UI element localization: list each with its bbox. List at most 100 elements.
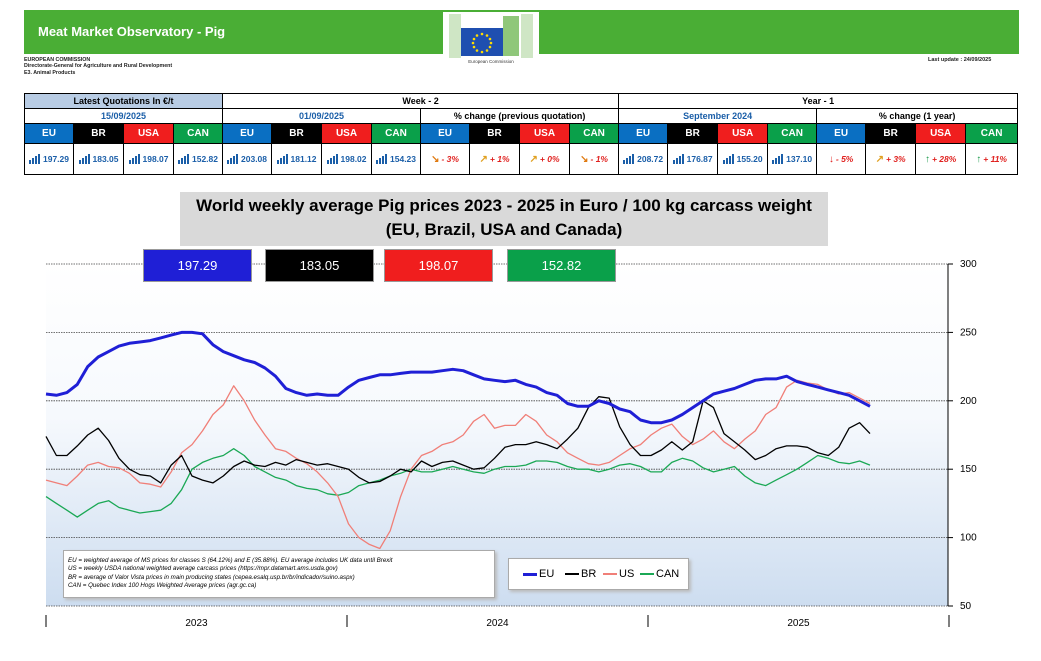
y-tick-label: 50 <box>960 601 972 612</box>
quotations-table: Latest Quotations In €/t Week - 2 Year -… <box>23 93 1019 175</box>
usa-current-value-box: 198.07 <box>384 249 493 282</box>
quote-value: 154.23 <box>390 153 417 164</box>
x-tick-label: 2025 <box>787 618 810 629</box>
year-br-cell: 176.87 <box>667 143 719 175</box>
change-value: + 0% <box>539 153 560 164</box>
y-tick-label: 300 <box>960 259 977 270</box>
code-usa: USA <box>519 123 571 144</box>
quote-value: 155.20 <box>736 153 763 164</box>
code-can: CAN <box>172 123 224 144</box>
last-update: Last update : 24/09/2025 <box>928 57 992 63</box>
notes-box: EU = weighted average of MS prices for c… <box>63 550 495 598</box>
arrow-down-icon: ↓ <box>828 153 834 165</box>
quote-value: 152.82 <box>192 153 218 164</box>
arrow-up-right-icon: ↗ <box>875 153 884 165</box>
bar-chart-icon <box>78 154 91 165</box>
week-change-can-cell: ↘ - 1% <box>569 143 620 175</box>
arrow-up-right-icon: ↗ <box>479 153 488 165</box>
y-tick-label: 150 <box>960 464 977 475</box>
year-change-can-cell: ↑ + 11% <box>965 143 1019 175</box>
change-value: - 1% <box>590 153 608 164</box>
bar-chart-icon <box>128 154 141 165</box>
arrow-up-icon: ↑ <box>924 153 930 165</box>
code-br: BR <box>469 123 521 144</box>
code-br: BR <box>271 123 323 144</box>
bar-chart-icon <box>623 154 635 165</box>
y-tick-label: 250 <box>960 327 977 338</box>
latest-quotations-header: Latest Quotations In €/t <box>23 93 224 109</box>
legend-item-can: CAN <box>640 568 679 580</box>
quote-value: 183.05 <box>92 153 119 164</box>
year-can-cell: 137.10 <box>767 143 818 175</box>
eu-current-value-box: 197.29 <box>143 249 252 282</box>
legend-label: US <box>619 568 635 580</box>
year-usa-cell: 155.20 <box>717 143 769 175</box>
arrow-down-right-icon: ↘ <box>431 153 440 165</box>
quote-value: 181.12 <box>290 153 317 164</box>
legend-item-us: US <box>603 568 634 580</box>
bar-chart-icon <box>722 154 735 165</box>
year-change-eu-cell: ↓ - 5% <box>816 143 867 175</box>
organisation-block: EUROPEAN COMMISSION Directorate-General … <box>24 57 172 76</box>
quote-value: 176.87 <box>686 153 713 164</box>
legend-label: BR <box>581 568 597 580</box>
x-tick-label: 2023 <box>185 618 208 629</box>
logo-text: European Commission <box>468 59 514 64</box>
note-us: US = weekly USDA national weighted avera… <box>68 565 338 573</box>
bar-chart-icon <box>29 154 41 165</box>
change-value: + 28% <box>931 153 957 164</box>
change-value: + 11% <box>983 153 1007 164</box>
code-br: BR <box>73 123 124 144</box>
values-row: 197.29 183.05 198.07 152.82 203.08 181.12 198.… <box>24 143 1019 175</box>
quote-value: 203.08 <box>241 153 268 164</box>
latest-eu-cell: 197.29 <box>24 143 74 175</box>
bar-chart-icon <box>772 154 784 165</box>
code-usa: USA <box>123 123 174 144</box>
latest-usa-cell: 198.07 <box>123 143 174 175</box>
week-change-eu-cell: ↘ - 3% <box>420 143 471 175</box>
chart-legend: EU BR US CAN <box>508 558 689 590</box>
change-value: - 5% <box>835 153 854 164</box>
quote-value: 137.10 <box>786 153 813 164</box>
y-tick-label: 200 <box>960 396 977 407</box>
legend-item-br: BR <box>565 568 596 580</box>
change-value: - 3% <box>441 153 459 164</box>
series-line-br <box>45 396 871 484</box>
org-line: E3. Animal Products <box>24 69 76 76</box>
legend-label: EU <box>539 568 555 580</box>
legend-item-eu: EU <box>523 568 554 580</box>
week-change-usa-cell: ↗ + 0% <box>519 143 571 175</box>
bar-chart-icon <box>376 154 388 165</box>
code-can: CAN <box>767 123 818 144</box>
quote-value: 208.72 <box>637 153 664 164</box>
org-line: Directorate-General for Agriculture and … <box>24 63 173 70</box>
european-commission-logo: European Commission <box>443 12 539 72</box>
chart-title: World weekly average Pig prices 2023 - 2… <box>180 192 828 246</box>
code-br: BR <box>667 123 719 144</box>
quote-value: 198.07 <box>142 153 169 164</box>
bar-chart-icon <box>672 154 685 165</box>
arrow-up-icon: ↑ <box>976 153 982 165</box>
code-eu: EU <box>618 123 669 144</box>
legend-label: CAN <box>656 568 680 580</box>
bar-chart-icon <box>276 154 289 165</box>
page-title: Meat Market Observatory - Pig <box>38 24 226 39</box>
note-eu: EU = weighted average of MS prices for c… <box>68 557 393 564</box>
plot-area <box>46 264 948 606</box>
x-tick-label: 2024 <box>486 618 509 629</box>
chart-title-line1: World weekly average Pig prices 2023 - 2… <box>196 196 812 215</box>
year-change-br-cell: ↗ + 3% <box>865 143 917 175</box>
quote-value: 197.29 <box>43 153 69 164</box>
week-br-cell: 181.12 <box>271 143 323 175</box>
org-line: EUROPEAN COMMISSION <box>24 57 91 63</box>
latest-can-cell: 152.82 <box>172 143 224 175</box>
note-br: BR = average of Valor Vista prices in ma… <box>68 573 355 581</box>
y-tick-label: 100 <box>960 533 977 544</box>
bar-chart-icon <box>227 154 239 165</box>
latest-br-cell: 183.05 <box>73 143 124 175</box>
year-change-usa-cell: ↑ + 28% <box>915 143 967 175</box>
week-can-cell: 154.23 <box>371 143 422 175</box>
chart-title-line2: (EU, Brazil, USA and Canada) <box>385 220 623 239</box>
series-line-eu <box>45 330 871 425</box>
